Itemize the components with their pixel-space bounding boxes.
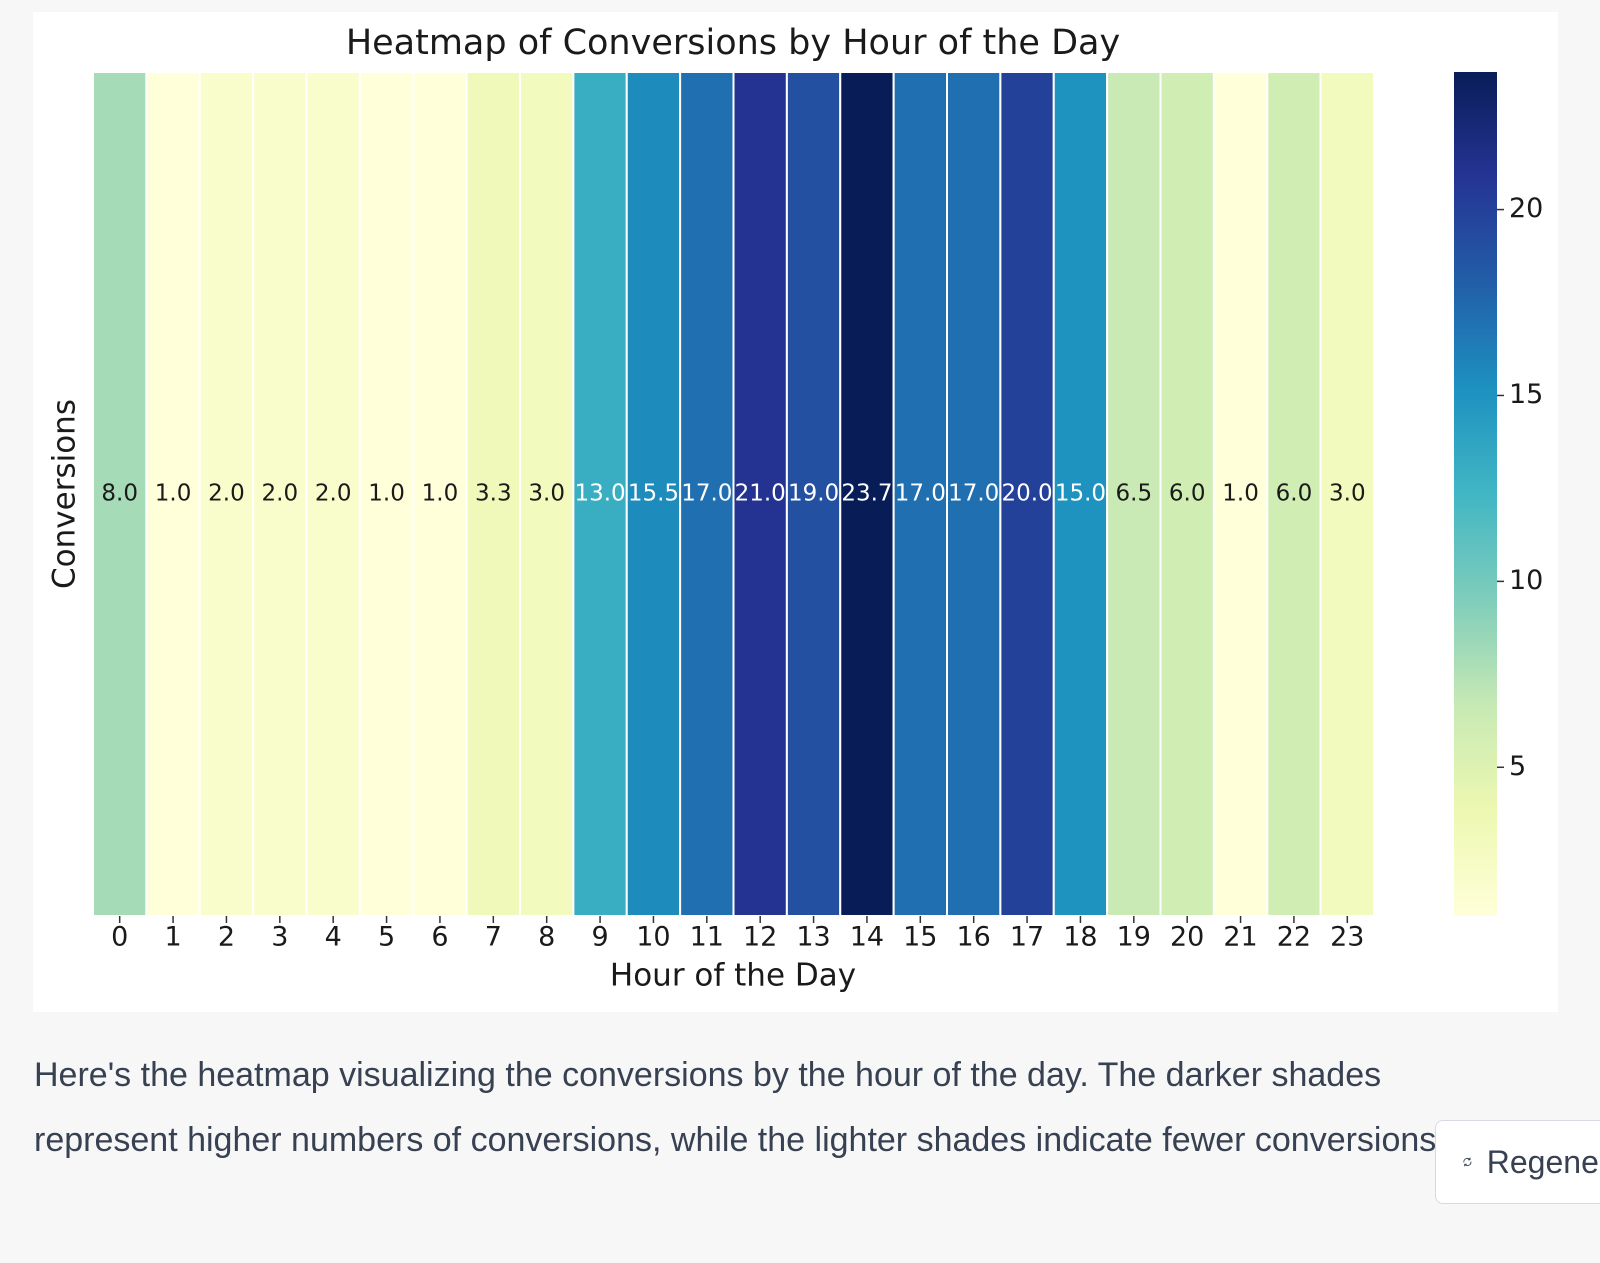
x-tick-label: 6 <box>431 922 448 953</box>
colorbar-tick-label: 5 <box>1509 751 1526 782</box>
value-label: 8.0 <box>101 481 138 507</box>
chart: Heatmap of Conversions by Hour of the Da… <box>33 12 1558 1012</box>
regenerate-button[interactable]: Regenerate <box>1435 1120 1600 1204</box>
x-tick-label: 15 <box>903 922 937 953</box>
chart-title: Heatmap of Conversions by Hour of the Da… <box>346 23 1120 63</box>
heatmap-cell <box>1106 71 1162 917</box>
x-tick-label: 16 <box>957 922 991 953</box>
x-tick-label: 10 <box>636 922 670 953</box>
heatmap-cell <box>145 71 201 917</box>
value-label: 13.0 <box>574 481 625 507</box>
value-label: 17.0 <box>895 481 946 507</box>
x-tick-label: 11 <box>690 922 724 953</box>
x-tick-label: 2 <box>218 922 235 953</box>
x-tick-label: 7 <box>485 922 502 953</box>
value-label: 1.0 <box>1222 481 1259 507</box>
x-tick-label: 1 <box>164 922 181 953</box>
colorbar-tick-label: 10 <box>1509 565 1543 596</box>
colorbar <box>1454 72 1497 916</box>
regenerate-label: Regenerate <box>1486 1143 1600 1180</box>
value-label: 21.0 <box>735 481 786 507</box>
x-tick-label: 13 <box>796 922 830 953</box>
value-label: 6.0 <box>1169 481 1206 507</box>
x-tick-label: 9 <box>591 922 608 953</box>
value-label: 19.0 <box>788 481 839 507</box>
value-label: 2.0 <box>262 481 299 507</box>
heatmap-cell <box>1212 71 1269 917</box>
heatmap-cell <box>839 71 895 917</box>
x-tick-label: 5 <box>378 922 395 953</box>
value-label: 17.0 <box>948 481 999 507</box>
regenerate-icon <box>1463 1157 1472 1167</box>
heatmap-cell <box>1052 71 1109 917</box>
x-tick-label: 14 <box>850 922 884 953</box>
x-axis-label: Hour of the Day <box>610 958 856 994</box>
x-tick-label: 18 <box>1063 922 1097 953</box>
value-label: 1.0 <box>368 481 405 507</box>
y-axis-label: Conversions <box>47 399 83 589</box>
x-tick-label: 12 <box>743 922 777 953</box>
value-label: 15.0 <box>1055 481 1106 507</box>
value-label: 17.0 <box>681 481 732 507</box>
x-tick-label: 17 <box>1010 922 1044 953</box>
x-tick-label: 0 <box>111 922 128 953</box>
value-label: 1.0 <box>155 481 192 507</box>
heatmap-cell <box>1319 71 1375 917</box>
x-tick-label: 21 <box>1223 922 1257 953</box>
x-tick-label: 3 <box>271 922 288 953</box>
heatmap-cell <box>679 71 735 917</box>
heatmap-cell <box>1266 71 1322 917</box>
value-label: 2.0 <box>208 481 245 507</box>
x-tick-label: 4 <box>325 922 342 953</box>
x-tick-label: 19 <box>1117 922 1151 953</box>
value-label: 3.0 <box>1329 481 1366 507</box>
message-text: Here's the heatmap visualizing the conve… <box>34 1056 1446 1159</box>
x-tick-label: 23 <box>1330 922 1364 953</box>
value-label: 6.0 <box>1276 481 1313 507</box>
value-label: 1.0 <box>422 481 459 507</box>
colorbar-tick-label: 20 <box>1509 193 1543 224</box>
value-label: 2.0 <box>315 481 352 507</box>
x-tick-label: 22 <box>1277 922 1311 953</box>
value-label: 15.5 <box>628 481 679 507</box>
value-label: 20.0 <box>1001 481 1052 507</box>
heatmap-cell <box>92 71 148 917</box>
heatmap-cell <box>785 71 842 917</box>
value-label: 6.5 <box>1116 481 1153 507</box>
heatmap-cell <box>412 71 468 917</box>
value-label: 23.7 <box>841 481 892 507</box>
value-label: 3.3 <box>475 481 512 507</box>
x-tick-label: 20 <box>1170 922 1204 953</box>
x-tick-label: 8 <box>538 922 555 953</box>
heatmap-cell <box>198 71 255 917</box>
value-label: 3.0 <box>528 481 565 507</box>
colorbar-tick-label: 15 <box>1509 379 1543 410</box>
